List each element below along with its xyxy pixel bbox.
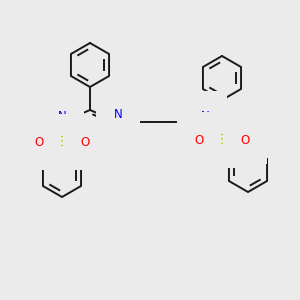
Text: N: N [201, 110, 209, 124]
Text: O: O [34, 136, 43, 148]
Text: S: S [218, 133, 226, 147]
Text: N: N [114, 109, 122, 122]
Text: O: O [80, 136, 90, 148]
Text: O: O [194, 134, 204, 146]
Text: H: H [193, 112, 201, 122]
Text: H: H [50, 112, 58, 122]
Text: O: O [240, 134, 250, 146]
Text: N: N [58, 110, 66, 124]
Text: N: N [196, 109, 204, 122]
Text: S: S [58, 135, 66, 149]
